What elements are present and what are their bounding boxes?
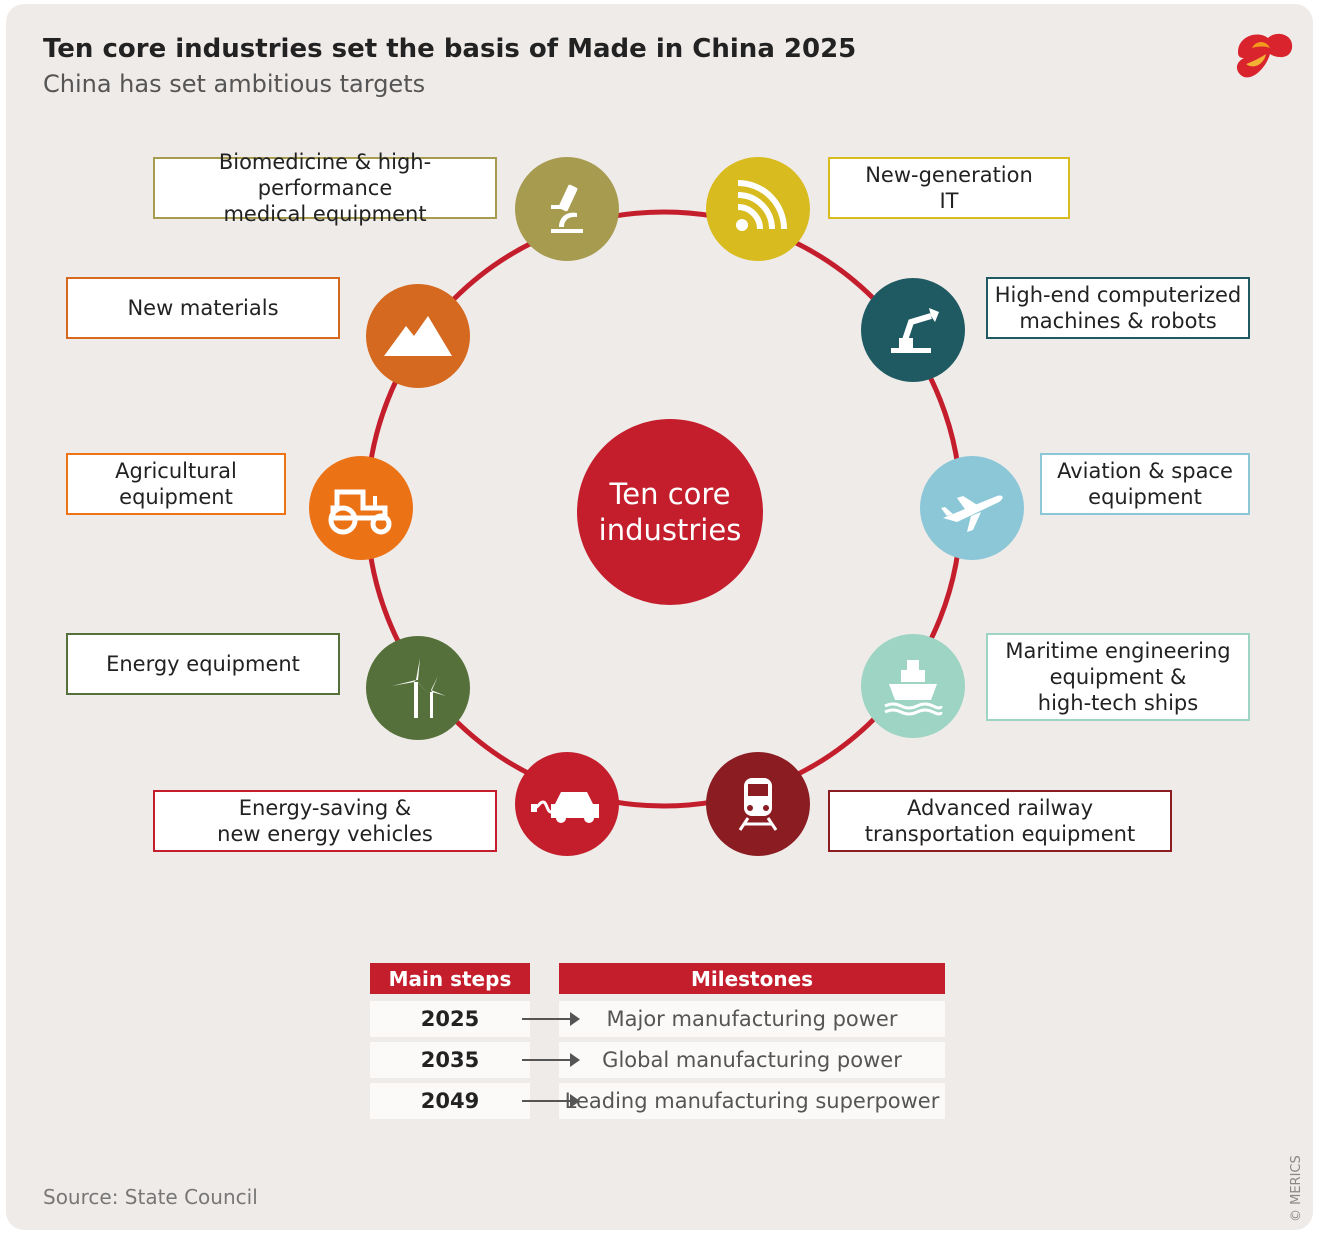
label-railway: Advanced railway transportation equipment [828, 790, 1172, 852]
label-energy: Energy equipment [66, 633, 340, 695]
table-header-milestones: Milestones [559, 963, 945, 994]
page-title: Ten core industries set the basis of Mad… [43, 34, 857, 64]
node-energy [366, 636, 470, 740]
label-line: equipment [1088, 485, 1202, 509]
tractor-icon [328, 489, 392, 535]
airplane-icon [941, 495, 1003, 532]
label-vehicles: Energy-saving & new energy vehicles [153, 790, 497, 852]
wifi-signal-icon [736, 180, 787, 231]
mountain-icon [384, 316, 452, 356]
node-maritime [861, 634, 965, 738]
merics-logo-icon [1236, 33, 1293, 78]
source-note: Source: State Council [43, 1185, 258, 1209]
label-line: equipment & [1049, 665, 1187, 689]
label-line: machines & robots [1019, 309, 1217, 333]
arrow-icon [522, 1094, 580, 1108]
node-it [706, 157, 810, 261]
table-cell-year: 2035 [370, 1042, 530, 1078]
label-line: Maritime engineering [1005, 639, 1231, 663]
label-robots: High-end computerized machines & robots [986, 277, 1250, 339]
hub-label-line2: industries [598, 513, 742, 547]
electric-car-icon [531, 792, 599, 823]
hub-label-line1: Ten core [609, 477, 731, 511]
wind-turbine-icon [392, 658, 446, 718]
label-line: New-generation [865, 163, 1033, 187]
hub-circle: Ten core industries [577, 419, 763, 605]
arrow-column [522, 1012, 580, 1108]
label-line: high-tech ships [1037, 691, 1199, 715]
page-subtitle: China has set ambitious targets [43, 70, 426, 98]
arrow-icon [522, 1053, 580, 1067]
node-railway [706, 752, 810, 856]
node-agriculture [309, 456, 413, 560]
label-line: Aviation & space [1057, 459, 1233, 483]
microscope-icon [551, 184, 583, 233]
label-materials: New materials [66, 277, 340, 339]
node-robots [861, 278, 965, 382]
table-cell-milestone: Global manufacturing power [559, 1042, 945, 1078]
node-aviation [920, 456, 1024, 560]
label-aviation: Aviation & space equipment [1040, 453, 1250, 515]
infographic-card: Ten core industries set the basis of Mad… [6, 4, 1313, 1230]
table-cell-milestone: Major manufacturing power [559, 1001, 945, 1037]
label-agriculture: Agricultural equipment [66, 453, 286, 515]
table-header-steps: Main steps [370, 963, 530, 994]
robot-arm-icon [891, 308, 939, 353]
table-cell-year: 2049 [370, 1083, 530, 1119]
train-icon [738, 778, 778, 831]
label-line: IT [939, 189, 959, 213]
node-biomedicine [515, 157, 619, 261]
label-line: New materials [127, 296, 279, 320]
label-line: Energy equipment [106, 652, 300, 676]
label-line: transportation equipment [864, 822, 1136, 846]
label-maritime: Maritime engineering equipment & high-tech… [986, 633, 1250, 721]
label-line: High-end computerized [994, 283, 1242, 307]
label-line: Energy-saving & [238, 796, 412, 820]
label-line: Biomedicine & high-performance [218, 150, 432, 200]
arrow-icon [522, 1012, 580, 1026]
label-line: new energy vehicles [217, 822, 433, 846]
ship-icon [884, 660, 943, 716]
copyright-note: © MERICS [1289, 1155, 1304, 1222]
label-line: equipment [119, 485, 233, 509]
table-cell-milestone: Leading manufacturing superpower [559, 1083, 945, 1119]
label-line: medical equipment [223, 202, 427, 226]
node-materials [366, 284, 470, 388]
label-biomedicine: Biomedicine & high-performance medical eq… [153, 150, 497, 226]
label-it: New-generation IT [828, 157, 1070, 219]
table-cell-year: 2025 [370, 1001, 530, 1037]
label-line: Agricultural [115, 459, 237, 483]
label-line: Advanced railway [906, 796, 1094, 820]
node-vehicles [515, 752, 619, 856]
